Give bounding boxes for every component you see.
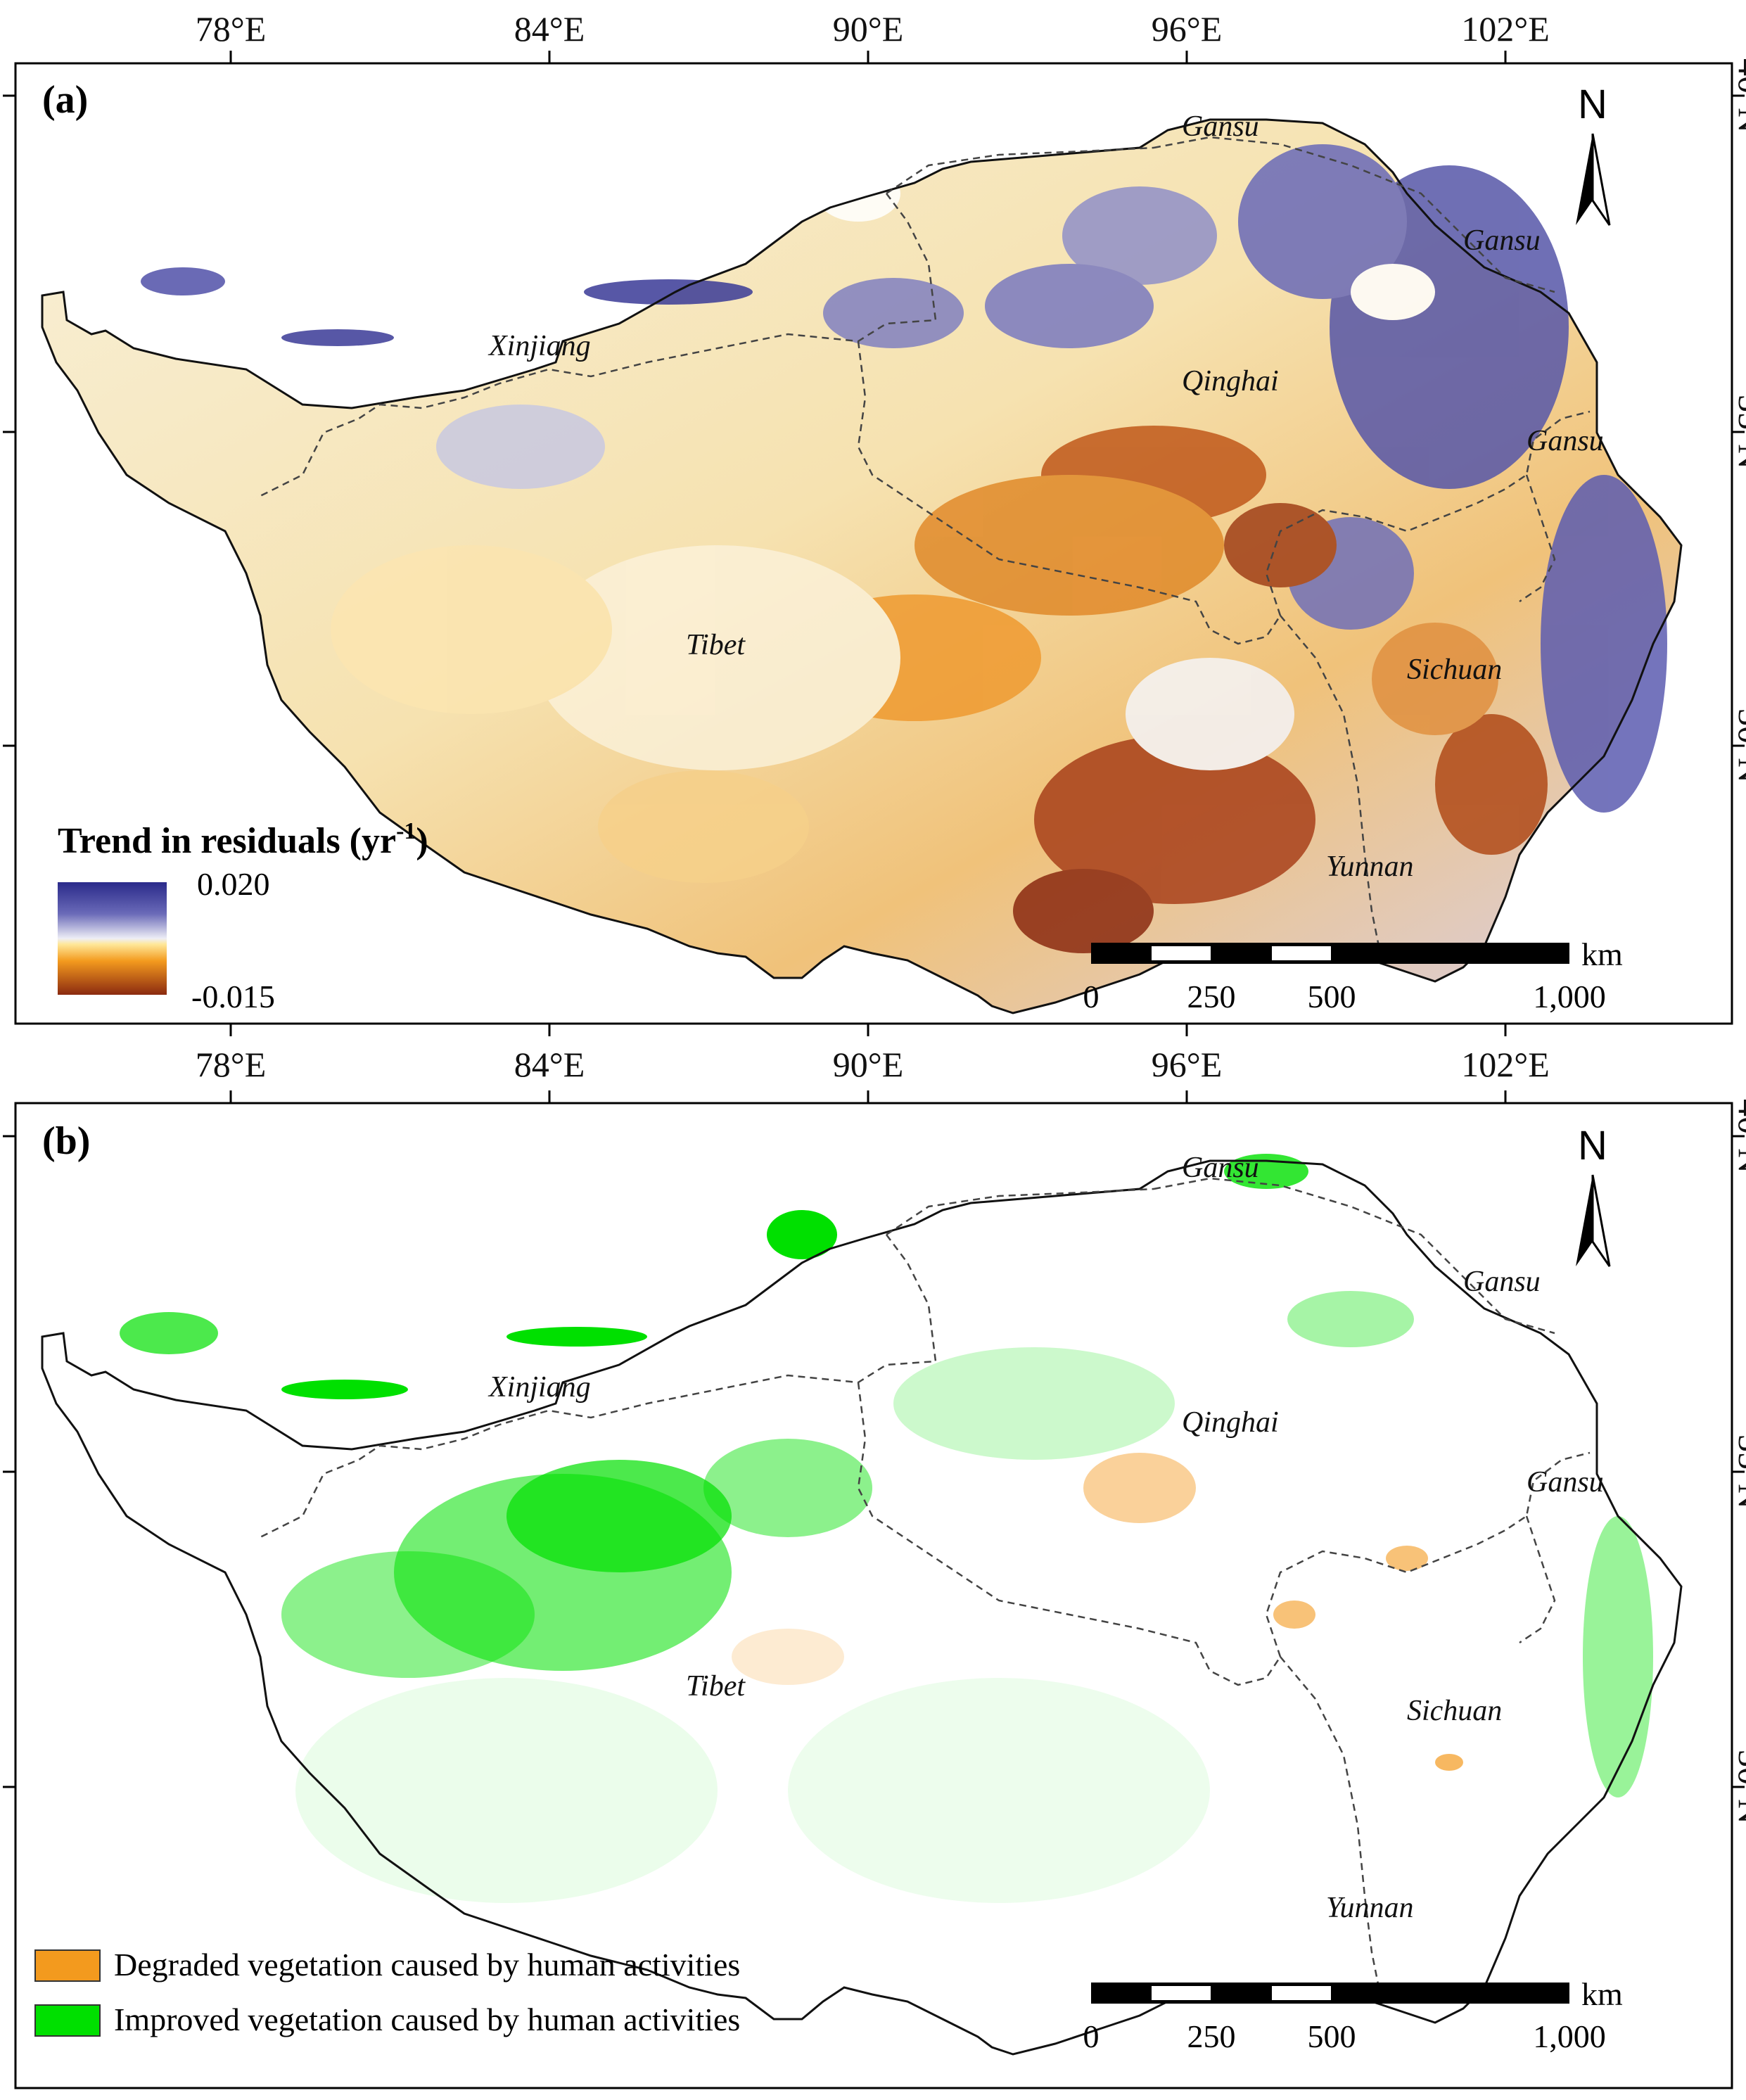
panel-b-label: (b) — [42, 1119, 90, 1163]
north-arrow-label: N — [1578, 82, 1607, 127]
lon-label: 78°E — [196, 9, 267, 49]
lon-label: 102°E — [1461, 1045, 1550, 1084]
legend-min: -0.015 — [191, 979, 275, 1014]
lon-label: 96°E — [1152, 9, 1223, 49]
panel-b: Gansu Gansu Xinjiang Qinghai Gansu Tibet… — [3, 1090, 1746, 2089]
scale-label-250: 250 — [1187, 979, 1236, 1014]
province-label-xinjiang: Xinjiang — [488, 1371, 591, 1404]
province-label-qinghai: Qinghai — [1182, 1406, 1279, 1439]
panel-b-ticks — [3, 1090, 1745, 1788]
north-arrow-a: N — [1576, 82, 1611, 226]
scale-label-1000: 1,000 — [1533, 2018, 1606, 2054]
legend-max: 0.020 — [197, 866, 270, 902]
top-lon-labels: 78°E 84°E 90°E 96°E 102°E — [196, 9, 1550, 49]
scale-label-1000: 1,000 — [1533, 979, 1606, 1014]
province-label-gansu-north: Gansu — [1182, 1152, 1259, 1184]
province-label-gansu-north: Gansu — [1182, 110, 1259, 143]
lat-label: 35°N — [1731, 1434, 1746, 1509]
panel-a-map: Gansu Gansu Xinjiang Qinghai Gansu Tibet… — [41, 110, 1683, 1014]
panel-a: Gansu Gansu Xinjiang Qinghai Gansu Tibet… — [3, 51, 1745, 1036]
lon-label: 78°E — [196, 1045, 267, 1084]
scale-bar-a: km 0 250 500 1,000 — [1083, 936, 1624, 1014]
residual-patches — [141, 144, 1667, 953]
north-arrow-b: N — [1576, 1123, 1611, 1267]
lon-label: 90°E — [833, 9, 904, 49]
legend-title: Trend in residuals (yr-1) — [58, 818, 428, 861]
panel-a-label: (a) — [42, 78, 88, 122]
lat-label: 40°N — [1731, 1099, 1746, 1173]
north-arrow-label: N — [1578, 1123, 1607, 1169]
scale-unit: km — [1581, 936, 1623, 972]
lat-label: 40°N — [1731, 58, 1746, 133]
legend-colorbar — [58, 882, 167, 995]
panel-a-legend: Trend in residuals (yr-1) 0.020 -0.015 — [58, 818, 428, 1014]
middle-lon-labels: 78°E 84°E 90°E 96°E 102°E — [196, 1045, 1550, 1084]
panel-a-lat-labels: 40°N 35°N 30°N — [1731, 58, 1746, 783]
panel-b-legend: Degraded vegetation caused by human acti… — [34, 1947, 740, 2037]
lat-label: 35°N — [1731, 395, 1746, 469]
lon-label: 102°E — [1461, 9, 1550, 49]
improved-patches — [120, 1154, 1653, 1903]
province-label-tibet: Tibet — [686, 1670, 746, 1703]
lon-label: 96°E — [1152, 1045, 1223, 1084]
scale-label-0: 0 — [1083, 979, 1100, 1014]
lon-label: 84°E — [514, 1045, 585, 1084]
scale-bar-b: km 0 250 500 1,000 — [1083, 1976, 1624, 2054]
scale-label-500: 500 — [1308, 979, 1356, 1014]
province-label-gansu-south: Gansu — [1527, 425, 1604, 457]
province-label-yunnan: Yunnan — [1326, 1892, 1414, 1924]
scale-label-500: 500 — [1308, 2018, 1356, 2054]
lat-label: 30°N — [1731, 1750, 1746, 1824]
lon-label: 90°E — [833, 1045, 904, 1084]
panel-b-map: Gansu Gansu Xinjiang Qinghai Gansu Tibet… — [41, 1152, 1683, 2056]
lat-label: 30°N — [1731, 708, 1746, 783]
legend-label-degraded: Degraded vegetation caused by human acti… — [114, 1947, 740, 1983]
province-label-gansu-east: Gansu — [1463, 1266, 1541, 1298]
province-label-sichuan: Sichuan — [1407, 1695, 1502, 1727]
lon-label: 84°E — [514, 9, 585, 49]
scale-unit: km — [1581, 1976, 1623, 2012]
province-boundaries-b — [260, 1177, 1591, 1988]
panel-b-lat-labels: 40°N 35°N 30°N — [1731, 1099, 1746, 1824]
panel-a-ticks — [3, 51, 1745, 1036]
scale-label-250: 250 — [1187, 2018, 1236, 2054]
scale-label-0: 0 — [1083, 2018, 1100, 2054]
province-label-qinghai: Qinghai — [1182, 365, 1279, 397]
province-label-yunnan: Yunnan — [1326, 851, 1414, 883]
province-label-gansu-south: Gansu — [1527, 1466, 1604, 1498]
province-label-gansu-east: Gansu — [1463, 224, 1541, 257]
province-label-tibet: Tibet — [686, 629, 746, 661]
province-boundaries — [260, 136, 1591, 947]
legend-swatch-degraded — [34, 1949, 101, 1982]
province-label-sichuan: Sichuan — [1407, 654, 1502, 686]
legend-swatch-improved — [34, 2004, 101, 2037]
province-label-xinjiang: Xinjiang — [488, 330, 591, 362]
legend-label-improved: Improved vegetation caused by human acti… — [114, 2002, 740, 2037]
